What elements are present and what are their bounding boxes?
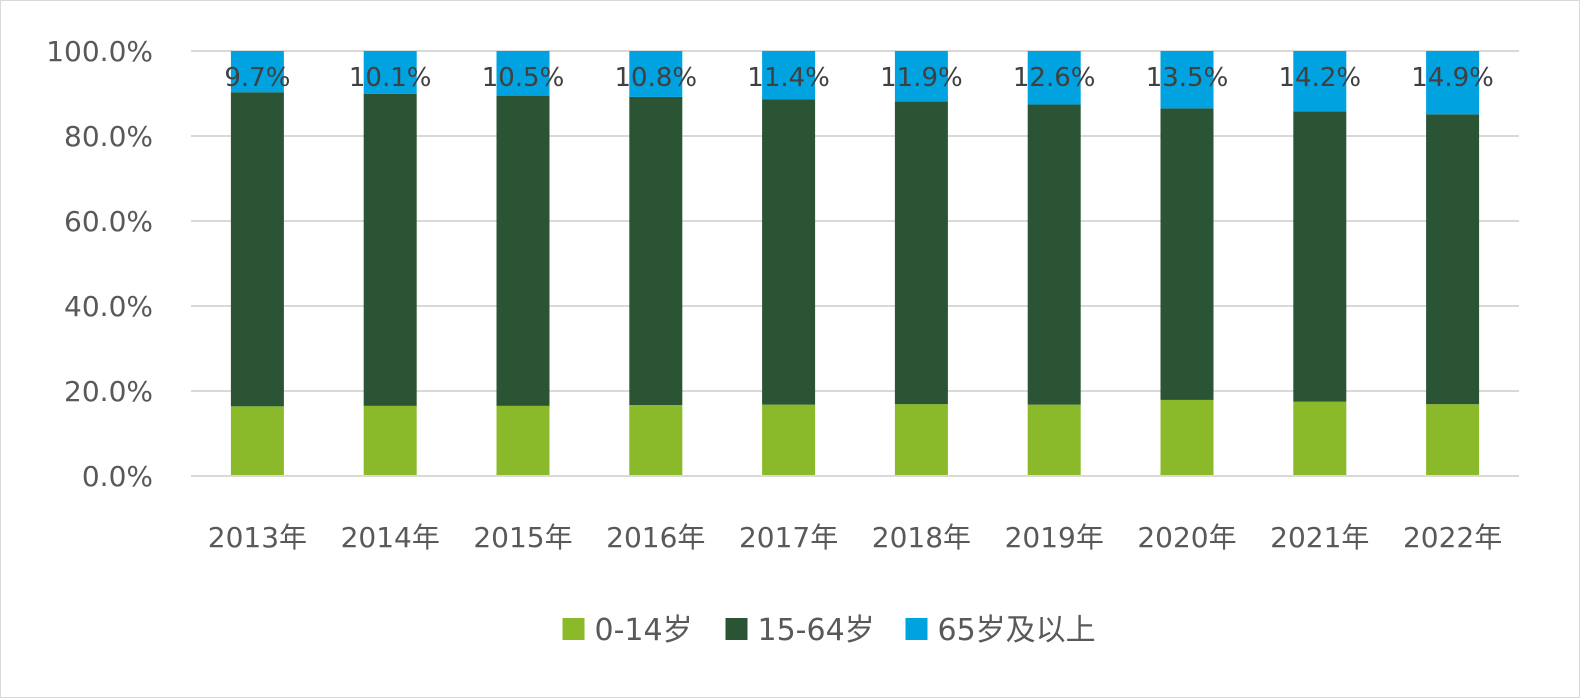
bar-segment [1160,51,1214,109]
data-labels: 9.7% 10.1% 10.5% 10.8% 11.4% 11.9% 12.6% 13.5% 1… [224,63,1494,93]
x-tick-label: 2014年 [341,521,440,554]
data-label: 10.8% [614,63,697,93]
x-tick-label: 2015年 [473,521,572,554]
y-tick-label: 60.0% [64,205,153,238]
bar-segment [1160,399,1214,476]
bar-segment [230,92,284,407]
legend-swatch [562,618,585,640]
bar-segment [230,51,284,93]
bar-segment [1027,51,1081,105]
legend: 0-14岁 15-64岁 65岁及以上 [562,613,1096,648]
legend-label: 65岁及以上 [938,613,1096,648]
bar-segment [1293,401,1347,476]
data-label: 10.5% [482,63,565,93]
bar-segment [496,51,550,96]
legend-label: 0-14岁 [595,613,693,648]
legend-label: 15-64岁 [758,613,875,648]
bar-segment [1426,51,1480,115]
bar-segment [1293,51,1347,112]
bar-segment [496,405,550,476]
bar-segment [894,101,948,405]
legend-swatch [725,618,748,640]
bar-segment [230,406,284,476]
legend-item: 0-14岁 [562,613,693,648]
bar-segment [629,96,683,406]
data-label: 14.9% [1411,63,1494,93]
bar-segment [894,51,948,102]
x-tick-label: 2018年 [872,521,971,554]
x-tick-label: 2016年 [606,521,705,554]
data-label: 12.6% [1013,63,1096,93]
bar-segment [762,99,816,405]
y-tick-label: 40.0% [64,290,153,323]
y-tick-label: 0.0% [82,460,153,493]
bar-segment [1426,404,1480,476]
data-label: 11.9% [880,63,963,93]
bar-segment [762,51,816,100]
bar-segment [496,95,550,406]
bar-segment [363,405,417,476]
data-label: 10.1% [349,63,432,93]
x-tick-label: 2022年 [1403,521,1502,554]
bar-segment [1160,108,1214,400]
bar-segment [894,404,948,476]
bar-segment [1293,111,1347,402]
legend-swatch [905,618,928,640]
bar-segment [629,405,683,476]
x-tick-label: 2020年 [1137,521,1236,554]
y-tick-label: 20.0% [64,375,153,408]
data-label: 9.7% [224,63,290,93]
bar-segment [1027,104,1081,405]
y-tick-label: 100.0% [46,35,153,68]
axes: 0.0% 20.0% 40.0% 60.0% 80.0% 100.0% 2013年 2014年… [46,35,1519,554]
bar-segment [363,51,417,94]
data-label: 11.4% [747,63,830,93]
legend-item: 15-64岁 [725,613,875,648]
data-label: 13.5% [1146,63,1229,93]
bar-segment [1027,404,1081,476]
x-tick-label: 2021年 [1270,521,1369,554]
x-tick-label: 2017年 [739,521,838,554]
bar-segment [629,51,683,97]
bar-segment [762,404,816,476]
bar-segment [1426,114,1480,405]
bars [230,51,1480,476]
data-label: 14.2% [1278,63,1361,93]
x-tick-label: 2013年 [208,521,307,554]
x-tick-label: 2019年 [1005,521,1104,554]
legend-item: 65岁及以上 [905,613,1096,648]
y-tick-label: 80.0% [64,120,153,153]
bar-segment [363,93,417,406]
